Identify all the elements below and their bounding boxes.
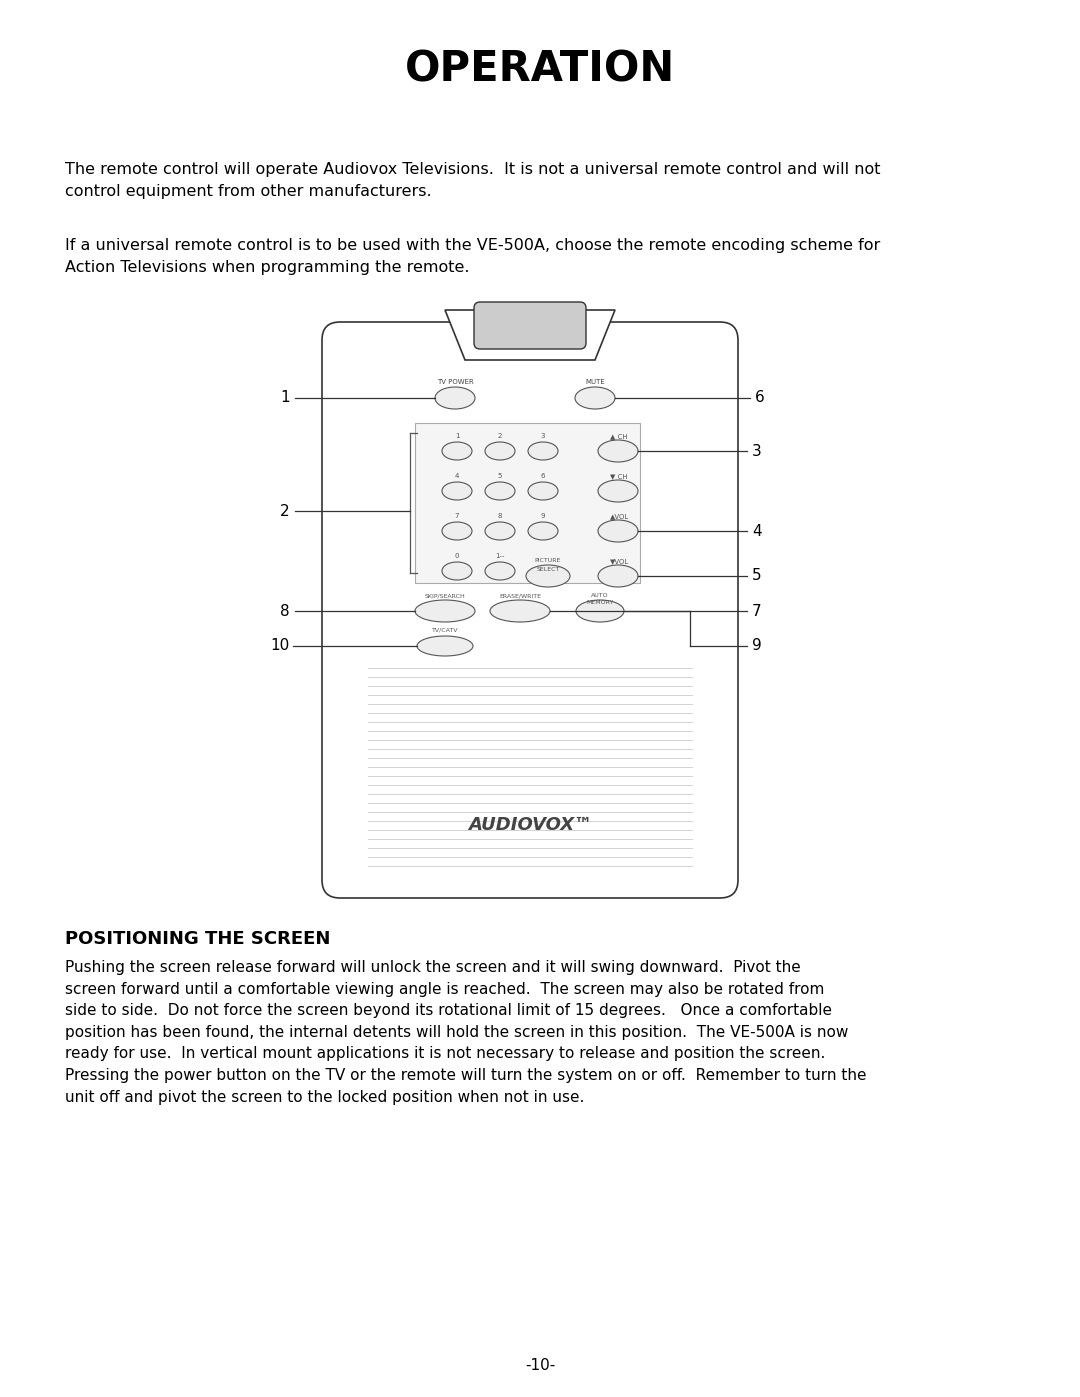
Text: AUDIOVOX™: AUDIOVOX™ [468, 816, 592, 834]
Text: 6: 6 [755, 391, 765, 405]
Text: 1--: 1-- [496, 553, 504, 559]
Text: OPERATION: OPERATION [405, 49, 675, 91]
Ellipse shape [528, 482, 558, 500]
Text: Pushing the screen release forward will unlock the screen and it will swing down: Pushing the screen release forward will … [65, 960, 866, 1105]
Ellipse shape [598, 520, 638, 542]
Text: 8: 8 [280, 604, 289, 619]
Text: 3: 3 [541, 433, 545, 439]
Ellipse shape [576, 599, 624, 622]
Ellipse shape [442, 441, 472, 460]
Text: 9: 9 [541, 513, 545, 520]
Ellipse shape [485, 562, 515, 580]
Text: AUTO: AUTO [591, 592, 609, 598]
Ellipse shape [485, 482, 515, 500]
Text: MUTE: MUTE [585, 379, 605, 386]
Text: ▼VOL: ▼VOL [610, 557, 630, 564]
Text: 1: 1 [280, 391, 289, 405]
Text: 0: 0 [455, 553, 459, 559]
Ellipse shape [442, 482, 472, 500]
Text: ▲VOL: ▲VOL [610, 513, 630, 520]
Text: 2: 2 [280, 503, 289, 518]
Text: 8: 8 [498, 513, 502, 520]
Ellipse shape [485, 522, 515, 541]
FancyBboxPatch shape [322, 321, 738, 898]
Text: 10: 10 [270, 638, 289, 654]
Text: PICTURE: PICTURE [535, 557, 562, 563]
Ellipse shape [598, 481, 638, 502]
Text: ▲ CH: ▲ CH [610, 433, 627, 439]
Text: 7: 7 [455, 513, 459, 520]
Ellipse shape [442, 562, 472, 580]
FancyBboxPatch shape [415, 423, 640, 583]
Text: The remote control will operate Audiovox Televisions.  It is not a universal rem: The remote control will operate Audiovox… [65, 162, 880, 200]
Text: 4: 4 [455, 474, 459, 479]
Text: ERASE/WRITE: ERASE/WRITE [499, 592, 541, 598]
Text: TV POWER: TV POWER [436, 379, 473, 386]
Text: 1: 1 [455, 433, 459, 439]
Text: 3: 3 [752, 443, 761, 458]
Text: 5: 5 [752, 569, 761, 584]
Ellipse shape [415, 599, 475, 622]
Text: 7: 7 [752, 604, 761, 619]
Text: SELECT: SELECT [537, 567, 559, 571]
Text: SKIP/SEARCH: SKIP/SEARCH [424, 592, 465, 598]
Text: -10-: -10- [525, 1358, 555, 1372]
Ellipse shape [417, 636, 473, 657]
Text: TV/CATV: TV/CATV [432, 629, 458, 633]
Ellipse shape [442, 522, 472, 541]
Text: 2: 2 [498, 433, 502, 439]
Ellipse shape [435, 387, 475, 409]
Polygon shape [445, 310, 615, 360]
Ellipse shape [528, 441, 558, 460]
Ellipse shape [485, 441, 515, 460]
Text: 6: 6 [541, 474, 545, 479]
Text: MEMORY: MEMORY [586, 599, 613, 605]
Ellipse shape [598, 564, 638, 587]
Ellipse shape [598, 440, 638, 462]
Ellipse shape [528, 522, 558, 541]
Text: 9: 9 [752, 638, 761, 654]
Text: 5: 5 [498, 474, 502, 479]
Text: If a universal remote control is to be used with the VE-500A, choose the remote : If a universal remote control is to be u… [65, 237, 880, 275]
Ellipse shape [526, 564, 570, 587]
FancyBboxPatch shape [474, 302, 586, 349]
Ellipse shape [490, 599, 550, 622]
Text: POSITIONING THE SCREEN: POSITIONING THE SCREEN [65, 930, 330, 949]
Text: ▼ CH: ▼ CH [610, 474, 627, 479]
Ellipse shape [575, 387, 615, 409]
Text: 4: 4 [752, 524, 761, 538]
